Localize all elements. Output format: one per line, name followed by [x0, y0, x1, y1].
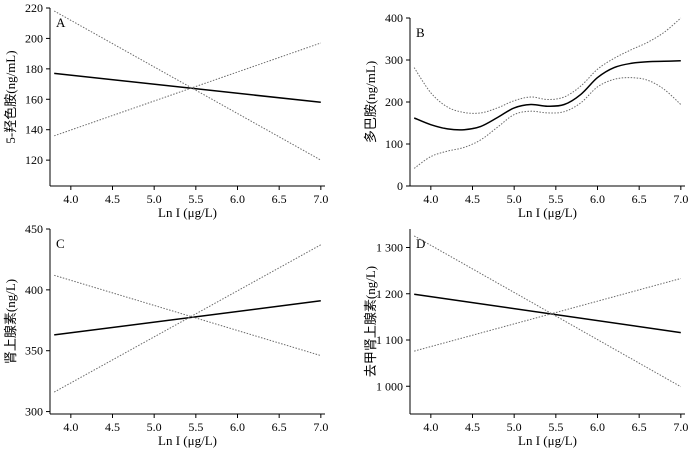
y-tick-label: 1 000 — [376, 379, 403, 393]
x-axis-label: Ln I (μg/L) — [518, 433, 577, 448]
panel-letter: D — [416, 236, 425, 251]
x-tick-label: 5.0 — [147, 192, 162, 206]
x-tick-label: 7.0 — [673, 420, 688, 434]
x-tick-label: 5.5 — [548, 420, 563, 434]
x-tick-label: 5.0 — [507, 420, 522, 434]
panel-B: 4.0 4.5 5.0 5.5 6.0 6.5 7.0 0 100 200 300 400 B Ln I … — [363, 11, 688, 220]
y-tick-label: 160 — [25, 92, 43, 106]
x-axis-label: Ln I (μg/L) — [158, 433, 217, 448]
x-tick-label: 4.0 — [63, 420, 78, 434]
y-axis-label: 肾上腺素(ng/L) — [3, 279, 18, 364]
y-tick-label: 300 — [385, 53, 403, 67]
x-tick-label: 6.5 — [272, 192, 287, 206]
x-axis-label: Ln I (μg/L) — [518, 205, 577, 220]
panel-D: 4.0 4.5 5.0 5.5 6.0 6.5 7.0 1 000 1 100 1 200 1 30… — [363, 229, 688, 448]
panel-letter: A — [56, 15, 66, 30]
x-tick-label: 7.0 — [313, 192, 328, 206]
x-tick-label: 5.0 — [507, 192, 522, 206]
y-tick-label: 400 — [385, 11, 403, 25]
series-line-estimate — [413, 60, 681, 131]
panel-letter: B — [416, 25, 425, 40]
panel-C: 4.0 4.5 5.0 5.5 6.0 6.5 7.0 300 350 400 450 C Ln I (… — [3, 222, 328, 448]
y-tick-label: 180 — [25, 62, 43, 76]
y-tick-label: 1 100 — [376, 333, 403, 347]
series-line-upper-ci — [414, 278, 681, 352]
x-tick-label: 4.5 — [465, 192, 480, 206]
y-tick-label: 200 — [25, 31, 43, 45]
y-tick-label: 0 — [397, 179, 403, 193]
series-line-estimate — [54, 72, 321, 104]
x-tick-label: 6.0 — [230, 420, 245, 434]
y-axis-label: 多巴胺(ng/mL) — [363, 61, 378, 143]
x-axis-label: Ln I (μg/L) — [158, 205, 217, 220]
y-tick-label: 1 300 — [376, 241, 403, 255]
y-tick-label: 400 — [25, 283, 43, 297]
y-tick-label: 1 200 — [376, 287, 403, 301]
y-tick-label: 100 — [385, 137, 403, 151]
y-axis-label: 去甲肾上腺素(ng/L) — [363, 266, 378, 377]
x-tick-label: 6.0 — [590, 192, 605, 206]
x-tick-label: 4.5 — [105, 420, 120, 434]
x-tick-label: 4.0 — [63, 192, 78, 206]
series-line-estimate — [54, 300, 321, 336]
x-tick-label: 6.5 — [632, 420, 647, 434]
x-tick-label: 4.0 — [423, 192, 438, 206]
series-line-estimate — [414, 293, 681, 334]
x-tick-label: 5.5 — [188, 420, 203, 434]
series-line-lower-ci — [413, 235, 682, 388]
x-tick-label: 4.5 — [465, 420, 480, 434]
x-tick-label: 4.5 — [105, 192, 120, 206]
x-tick-label: 6.5 — [272, 420, 287, 434]
y-tick-label: 140 — [25, 123, 43, 137]
y-tick-label: 450 — [25, 222, 43, 236]
x-tick-label: 5.5 — [188, 192, 203, 206]
y-axis-label: 5-羟色胺(ng/mL) — [3, 50, 18, 143]
x-tick-label: 6.0 — [590, 420, 605, 434]
x-tick-label: 7.0 — [673, 192, 688, 206]
series-line-upper-ci — [413, 17, 682, 114]
series-line-lower-ci — [413, 77, 682, 169]
y-tick-label: 200 — [385, 95, 403, 109]
y-tick-label: 220 — [25, 1, 43, 15]
x-tick-label: 4.0 — [423, 420, 438, 434]
x-tick-label: 6.0 — [230, 192, 245, 206]
panel-A: 4.0 4.5 5.0 5.5 6.0 6.5 7.0 120 140 160 180 200 220 A… — [3, 1, 328, 220]
y-tick-label: 300 — [25, 405, 43, 419]
panel-letter: C — [56, 236, 65, 251]
series-line-lower-ci — [54, 274, 321, 357]
series-line-lower-ci — [53, 10, 322, 161]
x-tick-label: 5.5 — [548, 192, 563, 206]
y-tick-label: 350 — [25, 344, 43, 358]
series-line-upper-ci — [54, 42, 321, 137]
x-tick-label: 7.0 — [313, 420, 328, 434]
y-tick-label: 120 — [25, 153, 43, 167]
x-tick-label: 5.0 — [147, 420, 162, 434]
x-tick-label: 6.5 — [632, 192, 647, 206]
